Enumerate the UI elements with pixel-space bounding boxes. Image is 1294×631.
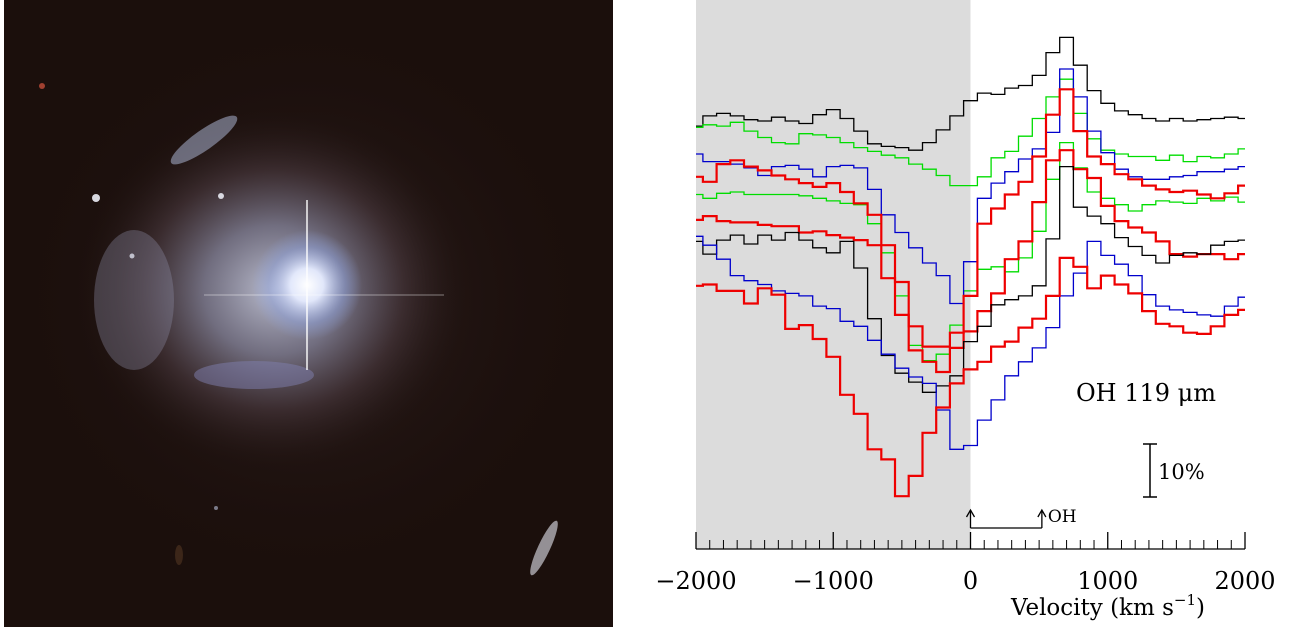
line-label: OH 119 μm [1076,379,1216,407]
minor-ticks [709,540,1232,549]
marker-left-arrowhead [965,508,976,518]
oh-spectrum-chart: −2000 −1000 0 1000 2000 OH 119 μm 10% OH Vel… [640,0,1294,627]
spectrum-series-2 [696,78,1245,187]
spectrum-series-5 [696,88,1245,348]
x-tick-label: 0 [963,567,978,595]
x-axis: −2000 −1000 0 1000 2000 [655,532,1276,595]
scale-bar-label: 10% [1158,460,1205,484]
star [218,193,224,199]
star [39,83,45,89]
major-ticks [695,532,1246,549]
spectrum-series-9 [696,256,1245,498]
marker-right-arrowhead [1037,508,1047,518]
chart-canvas: −2000 −1000 0 1000 2000 OH 119 μm 10% OH Vel… [655,0,1276,621]
star [214,506,218,510]
left-lobe [94,230,174,370]
galaxy-image [4,0,613,627]
spectrum-series-1 [696,36,1245,151]
galaxy-image-drawing [4,0,613,627]
scale-bar: 10% [1143,443,1205,498]
x-tick-label: 2000 [1214,567,1275,595]
x-axis-title: Velocity (km s−1) [1010,591,1205,621]
marker-label: OH [1048,507,1077,527]
x-tick-label: −2000 [655,567,736,595]
x-axis-title-superscript: −1 [1174,591,1196,609]
edge-on-galaxy [530,520,558,576]
spectrum-series-8 [696,235,1245,450]
arc-feature [170,115,238,165]
x-tick-label: 1000 [1077,567,1138,595]
star [92,194,100,202]
faint-object [175,545,183,565]
x-axis-title-close: ) [1196,595,1205,621]
spectrum-series-7 [696,165,1245,393]
x-tick-label: −1000 [793,567,874,595]
series-group [696,36,1245,498]
tick-labels: −2000 −1000 0 1000 2000 [655,567,1275,595]
lower-arc [194,361,314,389]
star [129,253,135,259]
absorption-shaded-region [696,0,971,549]
x-axis-title-main: Velocity (km s [1010,595,1174,621]
oh-doublet-marker: OH [965,507,1077,529]
